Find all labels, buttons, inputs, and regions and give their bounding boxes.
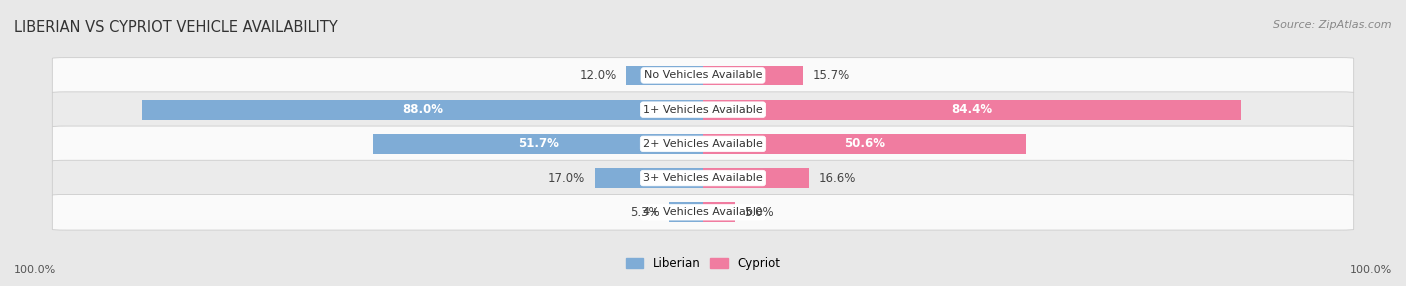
- Text: 15.7%: 15.7%: [813, 69, 851, 82]
- Bar: [703, 100, 1241, 120]
- FancyBboxPatch shape: [52, 92, 1354, 128]
- FancyBboxPatch shape: [52, 126, 1354, 162]
- Text: LIBERIAN VS CYPRIOT VEHICLE AVAILABILITY: LIBERIAN VS CYPRIOT VEHICLE AVAILABILITY: [14, 20, 337, 35]
- Bar: [627, 65, 703, 85]
- Bar: [373, 134, 703, 154]
- Text: No Vehicles Available: No Vehicles Available: [644, 70, 762, 80]
- Text: 100.0%: 100.0%: [14, 265, 56, 275]
- Text: 5.3%: 5.3%: [630, 206, 659, 219]
- Text: 88.0%: 88.0%: [402, 103, 443, 116]
- Bar: [142, 100, 703, 120]
- Text: 4+ Vehicles Available: 4+ Vehicles Available: [643, 207, 763, 217]
- Text: 2+ Vehicles Available: 2+ Vehicles Available: [643, 139, 763, 149]
- FancyBboxPatch shape: [52, 58, 1354, 93]
- Bar: [703, 134, 1026, 154]
- Text: 3+ Vehicles Available: 3+ Vehicles Available: [643, 173, 763, 183]
- Bar: [703, 65, 803, 85]
- Text: 51.7%: 51.7%: [517, 137, 558, 150]
- FancyBboxPatch shape: [52, 160, 1354, 196]
- Legend: Liberian, Cypriot: Liberian, Cypriot: [621, 252, 785, 275]
- Text: 17.0%: 17.0%: [548, 172, 585, 184]
- Text: 5.0%: 5.0%: [744, 206, 775, 219]
- Text: 16.6%: 16.6%: [818, 172, 856, 184]
- Text: 50.6%: 50.6%: [844, 137, 884, 150]
- Text: 84.4%: 84.4%: [952, 103, 993, 116]
- Text: Source: ZipAtlas.com: Source: ZipAtlas.com: [1274, 20, 1392, 30]
- Bar: [669, 202, 703, 222]
- Bar: [595, 168, 703, 188]
- Bar: [703, 202, 735, 222]
- Text: 1+ Vehicles Available: 1+ Vehicles Available: [643, 105, 763, 115]
- Bar: [703, 168, 808, 188]
- Text: 100.0%: 100.0%: [1350, 265, 1392, 275]
- Text: 12.0%: 12.0%: [579, 69, 617, 82]
- FancyBboxPatch shape: [52, 194, 1354, 230]
